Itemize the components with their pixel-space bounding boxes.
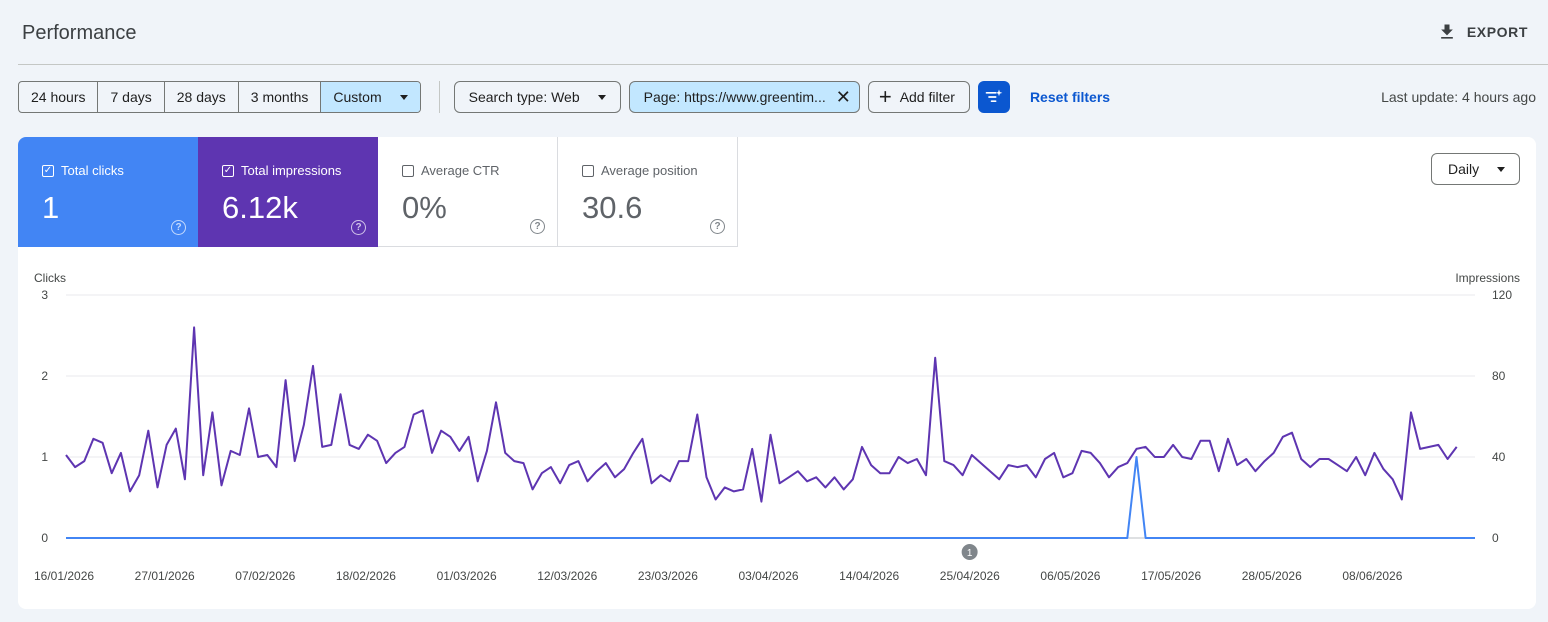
checkbox-unchecked-icon[interactable] xyxy=(582,164,594,177)
checkbox-unchecked-icon[interactable] xyxy=(402,164,414,177)
granularity-label: Daily xyxy=(1448,161,1480,177)
series-line-impressions xyxy=(65,326,1458,503)
range-7-days[interactable]: 7 days xyxy=(98,82,165,112)
y-right-tick-label: 80 xyxy=(1492,369,1506,383)
metric-average-ctr[interactable]: Average CTR 0% ? xyxy=(378,137,558,247)
annotation-marker xyxy=(961,544,978,560)
metric-value: 30.6 xyxy=(582,190,643,225)
x-tick-label: 12/03/2026 xyxy=(537,569,597,583)
help-icon[interactable]: ? xyxy=(530,219,545,234)
metric-label: Average CTR xyxy=(421,163,500,178)
range-28-days[interactable]: 28 days xyxy=(165,82,239,112)
annotation-label: 1 xyxy=(967,548,973,559)
search-type-filter[interactable]: Search type: Web xyxy=(453,81,621,113)
toolbar-divider xyxy=(438,81,440,113)
y-axis-left-label: Clicks xyxy=(34,271,66,285)
add-filter-button[interactable]: + Add filter xyxy=(867,81,970,113)
x-tick-label: 14/04/2026 xyxy=(839,569,899,583)
x-tick-label: 07/02/2026 xyxy=(235,569,295,583)
range-24-hours[interactable]: 24 hours xyxy=(19,82,99,112)
metric-average-position[interactable]: Average position 30.6 ? xyxy=(558,137,738,247)
dropdown-arrow-icon xyxy=(597,94,606,100)
metric-label: Average position xyxy=(601,163,698,178)
add-filter-label: Add filter xyxy=(899,89,955,105)
checkbox-checked-icon[interactable]: ✓ xyxy=(42,164,54,177)
filter-sparkle-icon xyxy=(985,89,1003,102)
y-left-tick-label: 3 xyxy=(41,288,48,302)
x-tick-label: 08/06/2026 xyxy=(1342,569,1402,583)
x-tick-label: 18/02/2026 xyxy=(336,569,396,583)
plus-icon: + xyxy=(878,84,892,109)
range-custom-label: Custom xyxy=(333,89,382,105)
granularity-select[interactable]: Daily xyxy=(1431,153,1520,185)
page-title: Performance xyxy=(22,22,137,44)
search-type-label: Search type: Web xyxy=(468,89,580,105)
filter-settings-button[interactable] xyxy=(977,81,1010,113)
dropdown-arrow-icon xyxy=(399,94,408,100)
range-3-months[interactable]: 3 months xyxy=(239,82,322,112)
y-left-tick-label: 1 xyxy=(41,450,48,464)
y-left-tick-label: 2 xyxy=(41,369,48,383)
x-tick-label: 25/04/2026 xyxy=(940,569,1000,583)
x-tick-label: 03/04/2026 xyxy=(739,569,799,583)
metric-value: 6.12k xyxy=(222,190,298,225)
help-icon[interactable]: ? xyxy=(710,219,725,234)
close-icon[interactable]: ✕ xyxy=(835,87,851,107)
export-label: EXPORT xyxy=(1466,24,1528,40)
download-icon xyxy=(1440,24,1453,39)
y-right-tick-label: 0 xyxy=(1492,531,1499,545)
metric-label: Total impressions xyxy=(241,163,342,178)
metric-total-impressions[interactable]: ✓ Total impressions 6.12k ? xyxy=(198,137,378,247)
range-custom[interactable]: Custom xyxy=(321,82,420,112)
filter-toolbar: 24 hours 7 days 28 days 3 months Custom … xyxy=(18,81,1110,113)
x-tick-label: 28/05/2026 xyxy=(1242,569,1302,583)
x-tick-label: 06/05/2026 xyxy=(1040,569,1100,583)
y-right-tick-label: 120 xyxy=(1492,288,1512,302)
dropdown-arrow-icon xyxy=(1497,167,1505,172)
metric-label: Total clicks xyxy=(61,163,124,178)
page-filter-chip[interactable]: Page: https://www.greentim... ✕ xyxy=(628,81,860,113)
header-divider xyxy=(18,64,1548,65)
x-tick-label: 16/01/2026 xyxy=(34,569,94,583)
metric-value: 1 xyxy=(42,190,60,225)
help-icon[interactable]: ? xyxy=(351,220,366,235)
y-left-tick-label: 0 xyxy=(41,531,48,545)
x-tick-label: 27/01/2026 xyxy=(135,569,195,583)
x-tick-label: 01/03/2026 xyxy=(437,569,497,583)
performance-card: ✓ Total clicks 1 ? ✓ Total impressions 6.1… xyxy=(18,137,1536,609)
performance-chart: Clicks Impressions 3 120 2 80 1 40 0 0 16/01/2026 2… xyxy=(34,271,1520,583)
series-line-clicks xyxy=(66,456,1475,539)
y-right-tick-label: 40 xyxy=(1492,450,1506,464)
page-filter-label: Page: https://www.greentim... xyxy=(643,89,826,105)
checkbox-checked-icon[interactable]: ✓ xyxy=(222,164,234,177)
date-range-selector: 24 hours 7 days 28 days 3 months Custom xyxy=(18,81,421,113)
y-axis-right-label: Impressions xyxy=(1455,271,1520,285)
last-update-text: Last update: 4 hours ago xyxy=(1381,89,1536,105)
x-tick-label: 23/03/2026 xyxy=(638,569,698,583)
x-tick-label: 17/05/2026 xyxy=(1141,569,1201,583)
reset-filters-link[interactable]: Reset filters xyxy=(1029,89,1111,105)
metric-value: 0% xyxy=(402,190,447,225)
export-button[interactable]: EXPORT xyxy=(1437,22,1528,42)
metric-total-clicks[interactable]: ✓ Total clicks 1 ? xyxy=(18,137,198,247)
help-icon[interactable]: ? xyxy=(171,220,186,235)
